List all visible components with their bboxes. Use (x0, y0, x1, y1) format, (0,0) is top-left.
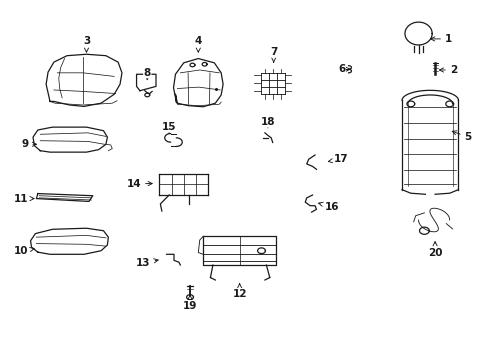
Text: 15: 15 (162, 122, 176, 133)
Text: 3: 3 (82, 36, 90, 52)
Text: 11: 11 (14, 194, 34, 203)
Text: 4: 4 (194, 36, 202, 52)
Text: 1: 1 (430, 34, 451, 44)
Text: 13: 13 (136, 258, 158, 268)
Text: 16: 16 (318, 202, 339, 212)
Text: 2: 2 (439, 65, 456, 75)
Text: 18: 18 (260, 117, 275, 128)
Text: 20: 20 (427, 242, 442, 258)
Text: 8: 8 (143, 68, 151, 80)
Text: 9: 9 (21, 139, 37, 149)
Text: 6: 6 (337, 64, 349, 74)
Text: 17: 17 (327, 154, 347, 164)
Text: 10: 10 (14, 247, 34, 256)
Text: 7: 7 (269, 47, 277, 62)
Text: 19: 19 (183, 295, 197, 311)
Text: 5: 5 (451, 131, 471, 142)
Text: 12: 12 (232, 284, 246, 298)
Text: 14: 14 (126, 179, 152, 189)
